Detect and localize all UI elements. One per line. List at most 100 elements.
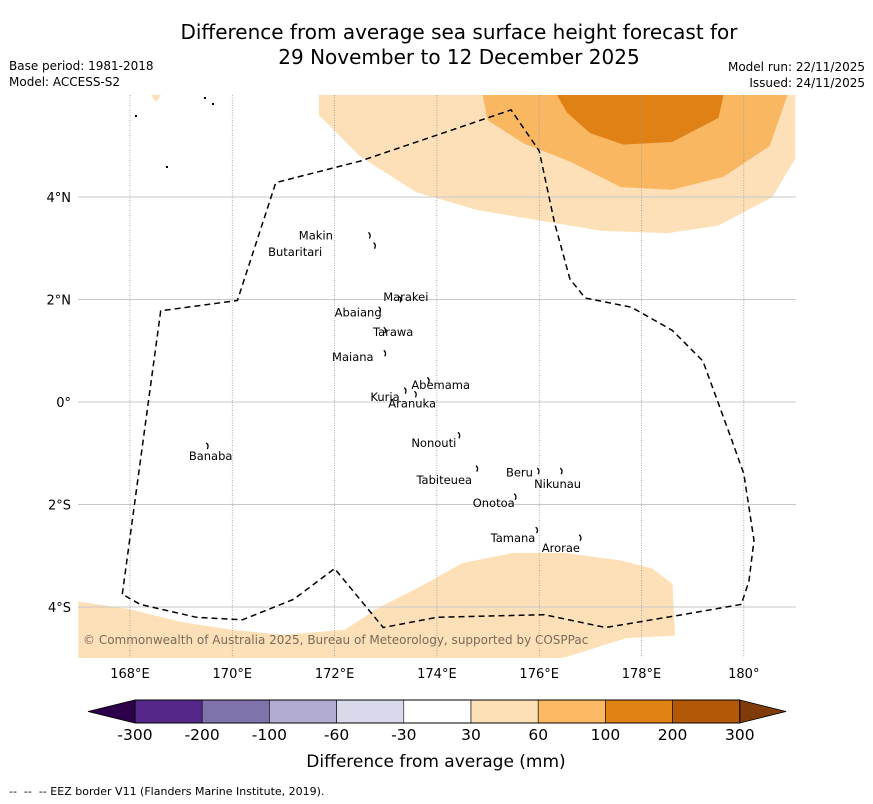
chart-title: Difference from average sea surface heig… <box>0 20 873 70</box>
gridlines <box>78 95 796 658</box>
island-outline <box>535 526 539 534</box>
island-beru: Beru <box>506 466 540 480</box>
island-outline <box>373 242 376 249</box>
islet-speck <box>166 166 168 168</box>
colorbar-under-arrow <box>87 699 136 724</box>
title-line-2: 29 November to 12 December 2025 <box>278 45 640 69</box>
island-label: Abemama <box>411 378 470 392</box>
colorbar-tick-label: -60 <box>324 726 349 744</box>
colorbar-bin <box>269 699 337 724</box>
colorbar-tick-label: 300 <box>725 726 755 744</box>
islet-speck <box>135 115 137 117</box>
island-outline <box>383 326 387 334</box>
copyright-notice: © Commonwealth of Australia 2025, Bureau… <box>83 633 588 647</box>
island-outline <box>536 467 540 475</box>
island-label: Butaritari <box>268 245 322 259</box>
island-label: Onotoa <box>473 496 515 510</box>
island-outline <box>513 493 517 501</box>
island-label: Marakei <box>383 290 428 304</box>
lon-tick-label: 178°E <box>622 667 662 682</box>
title-line-1: Difference from average sea surface heig… <box>180 20 738 44</box>
islet-speck <box>212 103 214 105</box>
colorbar-bin <box>134 699 203 724</box>
island-outline <box>403 387 407 395</box>
island-label: Tamana <box>490 531 536 545</box>
island-label: Aranuka <box>388 397 436 411</box>
colorbar: -300 -200 -100 -60 -30 30 60 100 200 300 <box>87 699 787 744</box>
island-tamana: Tamana <box>490 526 539 545</box>
colorbar-tick-label: 200 <box>658 726 688 744</box>
island-label: Kuria <box>370 390 399 404</box>
colorbar-tick-label: 100 <box>591 726 621 744</box>
colorbar-tick-label: -100 <box>252 726 287 744</box>
island-label: Nonouti <box>411 436 456 450</box>
eez-legend-note: -- -- -- EEZ border V11 (Flanders Marine… <box>9 785 325 798</box>
model-info: Base period: 1981-2018 Model: ACCESS-S2 <box>9 58 154 90</box>
island-label: Tabiteuea <box>415 473 472 487</box>
island-makin: Makin <box>299 228 371 242</box>
island-label: Abaiang <box>335 305 382 319</box>
island-label: Tarawa <box>372 325 413 339</box>
island-butaritari: Butaritari <box>268 242 376 259</box>
lon-tick-label: 174°E <box>417 667 457 682</box>
islet-speck <box>204 97 206 99</box>
lat-tick-label: 4°N <box>47 191 72 206</box>
island-label: Banaba <box>189 449 233 463</box>
island-arorae: Arorae <box>542 534 582 555</box>
island-outline <box>378 306 382 314</box>
island-nikunau: Nikunau <box>534 467 581 491</box>
longitude-tick-labels: 168°E 170°E 172°E 174°E 176°E 178°E 180° <box>110 667 759 682</box>
island-aranuka: Aranuka <box>388 390 436 411</box>
colorbar-bin <box>672 699 741 724</box>
island-outline <box>475 465 479 472</box>
island-banaba: Banaba <box>189 442 233 463</box>
island-label: Makin <box>299 228 333 242</box>
base-period: Base period: 1981-2018 <box>9 59 154 73</box>
island-outline <box>205 442 209 450</box>
island-nonouti: Nonouti <box>411 431 461 450</box>
island-label: Maiana <box>332 350 374 364</box>
model-run-date: Model run: 22/11/2025 <box>727 60 865 74</box>
island-abaiang: Abaiang <box>335 305 382 319</box>
island-outline <box>398 295 402 303</box>
issued-date: Issued: 24/11/2025 <box>749 76 865 90</box>
island-label: Arorae <box>542 541 580 555</box>
island-outline <box>368 231 371 239</box>
colorbar-tick-label: 60 <box>528 726 548 744</box>
colorbar-tick-label: 30 <box>461 726 481 744</box>
lon-tick-label: 180° <box>728 667 759 682</box>
island-outline <box>426 376 430 384</box>
colorbar-bin <box>605 699 673 724</box>
island-outline <box>457 431 461 439</box>
colorbar-frame <box>134 699 741 724</box>
lon-tick-label: 172°E <box>315 667 355 682</box>
run-info: Model run: 22/11/2025 Issued: 24/11/2025 <box>728 59 865 91</box>
model-name: Model: ACCESS-S2 <box>9 75 121 89</box>
eez-border <box>121 109 755 629</box>
island-abemama: Abemama <box>411 376 470 392</box>
island-outline <box>383 349 387 357</box>
colorbar-bin <box>336 699 405 724</box>
colorbar-over-arrow <box>739 699 787 724</box>
contour-fragment <box>151 95 161 102</box>
lat-tick-label: 4°S <box>48 601 71 616</box>
colorbar-bin <box>403 699 472 724</box>
lon-tick-label: 168°E <box>110 667 150 682</box>
colorbar-tick-label: -200 <box>185 726 220 744</box>
eez-border-line <box>121 109 755 629</box>
island-label: Nikunau <box>534 477 581 491</box>
island-maiana: Maiana <box>332 349 387 364</box>
colorbar-bin <box>537 699 606 724</box>
island-outline <box>559 467 563 475</box>
anomaly-contours <box>78 95 796 658</box>
lat-tick-label: 2°N <box>47 294 72 309</box>
island-outline <box>578 534 582 542</box>
colorbar-tick-label: -30 <box>391 726 416 744</box>
latitude-tick-labels: 4°N 2°N 0° 2°S 4°S <box>47 191 72 616</box>
island-kuria: Kuria <box>370 387 407 404</box>
island-label: Beru <box>506 466 533 480</box>
lat-tick-label: 2°S <box>48 499 71 514</box>
